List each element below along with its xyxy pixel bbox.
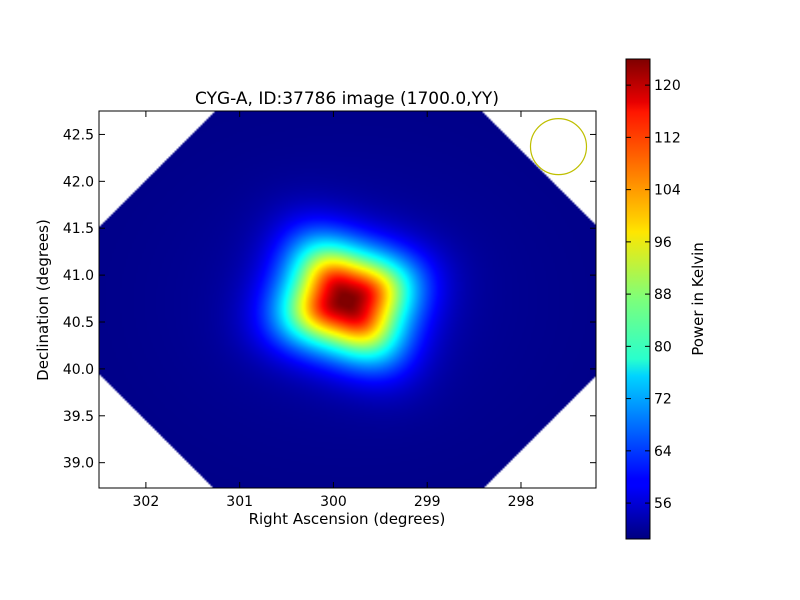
colorbar-tick-label: 112: [654, 130, 681, 146]
y-tick-label: 40.5: [63, 315, 94, 331]
colorbar-tick-label: 72: [654, 392, 672, 408]
heatmap-image: [99, 111, 596, 488]
y-tick-label: 39.5: [63, 409, 94, 425]
colorbar-tick-label: 80: [654, 339, 672, 355]
x-tick-label: 301: [226, 494, 253, 510]
colorbar-tick-label: 96: [654, 235, 672, 251]
y-tick-label: 42.0: [63, 174, 94, 190]
y-tick-label: 41.5: [63, 221, 94, 237]
y-tick-label: 42.5: [63, 127, 94, 143]
y-tick-label: 41.0: [63, 268, 94, 284]
beam-marker: [529, 118, 588, 176]
colorbar-tick-label: 104: [654, 183, 681, 199]
plot-frame: [98, 110, 597, 489]
chart-title: CYG-A, ID:37786 image (1700.0,YY): [195, 89, 499, 109]
y-axis-label: Declination (degrees): [34, 219, 52, 381]
x-axis-ticks: 302 301 300 299 298: [133, 111, 535, 510]
colorbar-tick-label: 88: [654, 287, 672, 303]
y-axis-ticks: 39.0 39.5 40.0 40.5 41.0 41.5 42.0 42.5: [63, 127, 596, 472]
colorbar-frame: [625, 58, 651, 540]
x-tick-label: 299: [414, 494, 441, 510]
x-tick-label: 302: [133, 494, 160, 510]
plot-axes: 302 301 300 299 298 39.0 39.5 40.0 40.5 41.0 41.5…: [63, 110, 597, 510]
colorbar-gradient: [626, 59, 650, 539]
x-tick-label: 298: [508, 494, 535, 510]
colorbar-tick-label: 64: [654, 444, 672, 460]
x-tick-label: 300: [320, 494, 347, 510]
y-tick-label: 40.0: [63, 362, 94, 378]
colorbar-tick-label: 56: [654, 496, 672, 512]
colorbar-ticks: 56 64 72 80 88 96 104 112 120: [626, 78, 681, 512]
colorbar: 56 64 72 80 88 96 104 112 120 Power in Kelvin: [625, 58, 707, 540]
colorbar-label: Power in Kelvin: [689, 242, 707, 356]
colorbar-tick-label: 120: [654, 78, 681, 94]
y-tick-label: 39.0: [63, 456, 94, 472]
x-axis-label: Right Ascension (degrees): [249, 510, 446, 528]
